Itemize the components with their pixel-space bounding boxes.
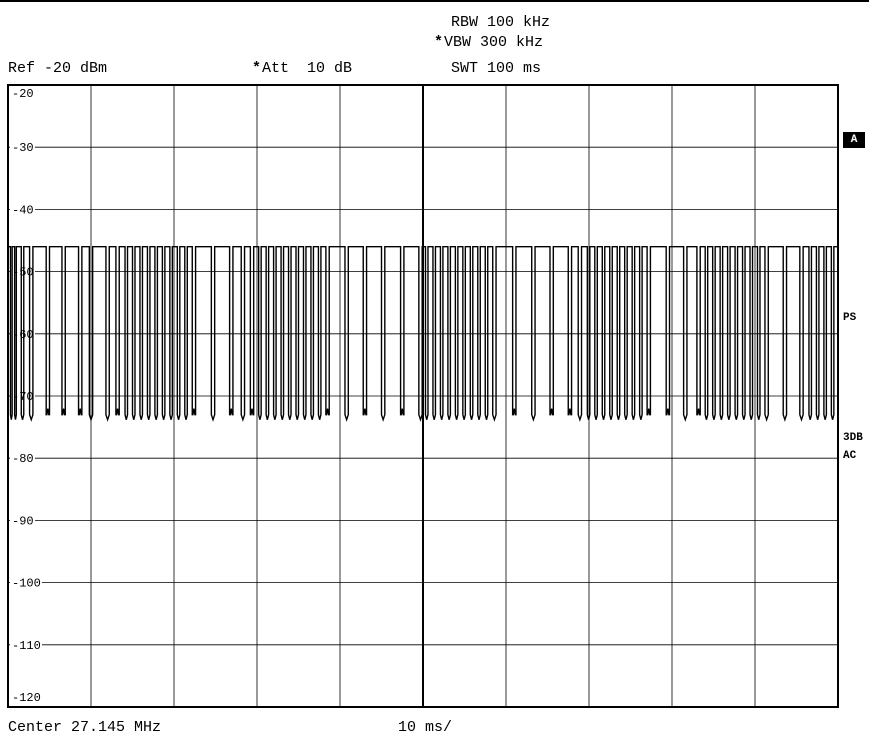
y-tick-label: -30 (12, 141, 34, 155)
y-tick-label: -90 (12, 514, 34, 528)
y-tick-label: -60 (12, 328, 34, 342)
y-tick-label: -110 (12, 639, 41, 653)
y-tick-label: -20 (12, 87, 34, 101)
y-tick-label-background (10, 514, 35, 528)
trace-line (7, 246, 839, 422)
y-tick-label: -80 (12, 452, 34, 466)
detector-label-3db: 3DB (843, 432, 863, 444)
time-per-division-readout: 10 ms/ (398, 719, 453, 736)
rbw-readout: RBW 100 kHz (451, 14, 551, 31)
y-tick-label-background (10, 576, 42, 590)
sweep-time-readout: SWT 100 ms (451, 60, 542, 77)
y-tick-label: -70 (12, 390, 34, 404)
y-tick-label-background (10, 87, 35, 100)
y-tick-label-background (10, 691, 42, 704)
ps-label: PS (843, 312, 857, 324)
vbw-star: * (434, 34, 444, 51)
vbw-readout: VBW 300 kHz (444, 34, 544, 51)
att-star: * (252, 60, 262, 77)
y-tick-label: -40 (12, 203, 34, 217)
y-tick-label: -50 (12, 266, 34, 280)
top-rule (0, 0, 869, 2)
y-tick-label: -120 (12, 691, 41, 705)
center-frequency-readout: Center 27.145 MHz (8, 719, 162, 736)
y-tick-label: -100 (12, 577, 41, 591)
attenuation-readout: Att 10 dB (262, 60, 353, 77)
y-tick-label-background (10, 141, 35, 155)
trace-a-marker: A (843, 132, 865, 148)
plot-frame (7, 84, 839, 708)
ref-level-readout: Ref -20 dBm (8, 60, 108, 77)
y-tick-label-background (10, 452, 35, 466)
detector-label-ac: AC (843, 450, 857, 462)
y-tick-label-background (10, 638, 42, 652)
y-tick-label-background (10, 203, 35, 217)
